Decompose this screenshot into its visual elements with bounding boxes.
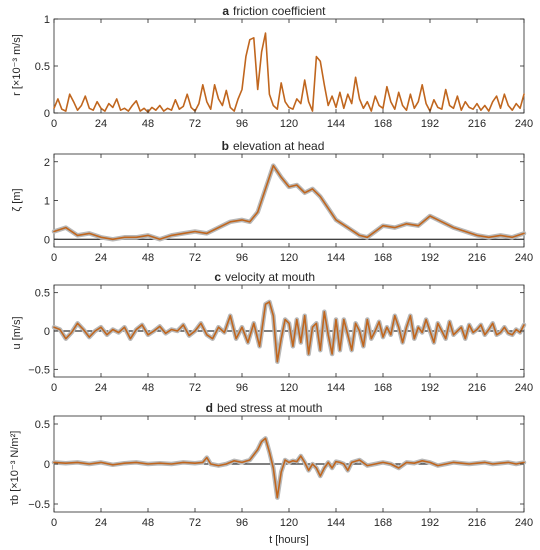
panel-c-xtick-label: 24 (95, 382, 107, 394)
panel-b: b elevation at head ζ [m] 0 24 48 72 96 120 14… (11, 139, 533, 264)
panel-a: a friction coefficient r [×10⁻³ m/s] 0 24… (11, 4, 533, 130)
panel-b-xtick-label: 216 (468, 252, 486, 264)
panel-a-ytick-label: 1 (44, 14, 50, 26)
panel-a-xticks: 0 24 48 72 96 120 144 168 192 216 240 (51, 19, 533, 130)
panel-b-xtick-label: 96 (236, 252, 248, 264)
panel-d-xtick-label: 72 (189, 517, 201, 529)
panel-a-xtick-label: 48 (142, 118, 154, 130)
x-axis-label: t [hours] (269, 534, 309, 546)
panel-a-xtick-label: 216 (468, 118, 486, 130)
panel-b-yticks: 0 1 2 (44, 157, 524, 246)
panel-d-xtick-label: 48 (142, 517, 154, 529)
panel-b-plot (51, 153, 527, 248)
panel-b-ytick-label: 2 (44, 157, 50, 169)
panel-a-series-line (53, 32, 525, 113)
panel-d-series-line (53, 437, 525, 499)
panel-a-ytick-label: 0 (44, 108, 50, 120)
panel-d-xtick-label: 240 (515, 517, 533, 529)
panel-a-xtick-label: 120 (280, 118, 298, 130)
panel-d-xtick-label: 120 (280, 517, 298, 529)
panel-d-ytick-label: −0.5 (28, 499, 50, 511)
panel-c-ylabel: u [m/s] (11, 316, 23, 349)
panel-c-ytick-label: 0 (44, 326, 50, 338)
panel-b-xtick-label: 48 (142, 252, 154, 264)
panel-a-xtick-label: 72 (189, 118, 201, 130)
panel-d-xtick-label: 192 (421, 517, 439, 529)
panel-c-plot (51, 284, 527, 378)
panel-d-observed-band (51, 436, 527, 500)
panel-b-xtick-label: 72 (189, 252, 201, 264)
panel-c-observed-band (51, 299, 527, 364)
panel-d-title: bed stress at mouth (217, 401, 322, 415)
panel-a-xtick-label: 96 (236, 118, 248, 130)
panel-c-xtick-label: 240 (515, 382, 533, 394)
panel-b-title: elevation at head (233, 139, 324, 153)
panel-a-xtick-label: 240 (515, 118, 533, 130)
panel-d-letter: d (206, 401, 213, 415)
panel-b-ylabel-group: ζ [m] (11, 188, 23, 211)
panel-d-ylabel: τb [×10⁻³ N/m²] (9, 431, 21, 506)
panel-a-ylabel-group: r [×10⁻³ m/s] (11, 34, 23, 96)
panel-c: c velocity at mouth u [m/s] 0 24 48 72 96 120… (11, 270, 533, 394)
panel-c-series-line (53, 301, 525, 363)
panel-d-xtick-label: 24 (95, 517, 107, 529)
panel-c-yticks: −0.5 0 0.5 (28, 288, 524, 376)
panel-d-ylabel-group: τb [×10⁻³ N/m²] (9, 431, 21, 506)
panel-b-xtick-label: 120 (280, 252, 298, 264)
panel-d-xtick-label: 168 (374, 517, 392, 529)
panel-b-ylabel: ζ [m] (11, 188, 23, 211)
panel-b-letter: b (222, 139, 229, 153)
panel-c-xtick-label: 48 (142, 382, 154, 394)
panel-a-xtick-label: 0 (51, 118, 57, 130)
panel-a-ytick-label: 0.5 (35, 61, 50, 73)
panel-d-yticks: −0.5 0 0.5 (28, 419, 524, 511)
panel-d-xtick-label: 96 (236, 517, 248, 529)
panel-d-xtick-label: 0 (51, 517, 57, 529)
panel-a-title: friction coefficient (233, 4, 326, 18)
panel-b-xticks: 0 24 48 72 96 120 144 168 192 216 240 (51, 154, 533, 264)
panel-b-xtick-label: 144 (327, 252, 345, 264)
panel-d-ytick-label: 0.5 (35, 419, 50, 431)
panel-d-xticks: 0 24 48 72 96 120 144 168 192 216 240 (51, 416, 533, 529)
panel-c-xtick-label: 72 (189, 382, 201, 394)
panel-d: d bed stress at mouth τb [×10⁻³ N/m²] 0 2… (9, 401, 533, 529)
panel-a-axes-box (53, 18, 525, 114)
panel-b-axes-box (53, 153, 525, 248)
panel-b-xtick-label: 168 (374, 252, 392, 264)
panel-c-xtick-label: 144 (327, 382, 345, 394)
panel-c-xticks: 0 24 48 72 96 120 144 168 192 216 240 (51, 285, 533, 394)
panel-a-yticks: 00.51 (35, 14, 524, 120)
panel-b-xtick-label: 0 (51, 252, 57, 264)
panel-b-ytick-label: 1 (44, 196, 50, 208)
panel-c-xtick-label: 192 (421, 382, 439, 394)
panel-c-ylabel-group: u [m/s] (11, 316, 23, 349)
panel-c-xtick-label: 96 (236, 382, 248, 394)
panel-a-xtick-label: 24 (95, 118, 107, 130)
panel-b-xtick-label: 240 (515, 252, 533, 264)
panel-a-ylabel: r [×10⁻³ m/s] (11, 34, 23, 96)
panel-d-plot (51, 415, 527, 513)
panel-c-xtick-label: 0 (51, 382, 57, 394)
panel-c-xtick-label: 168 (374, 382, 392, 394)
panel-c-xtick-label: 120 (280, 382, 298, 394)
panel-a-xtick-label: 168 (374, 118, 392, 130)
panel-a-xtick-label: 192 (421, 118, 439, 130)
panel-b-xtick-label: 192 (421, 252, 439, 264)
panel-d-xtick-label: 216 (468, 517, 486, 529)
panel-c-xtick-label: 216 (468, 382, 486, 394)
panel-a-letter: a (222, 4, 229, 18)
panel-c-letter: c (214, 270, 221, 284)
panel-a-xtick-label: 144 (327, 118, 345, 130)
panel-d-xtick-label: 144 (327, 517, 345, 529)
panel-c-ytick-label: −0.5 (28, 364, 50, 376)
panel-c-ytick-label: 0.5 (35, 288, 50, 300)
panel-a-plot (53, 18, 525, 114)
panel-d-ytick-label: 0 (44, 459, 50, 471)
panel-b-series-line (53, 164, 525, 241)
panel-c-title: velocity at mouth (225, 270, 315, 284)
panel-b-ytick-label: 0 (44, 234, 50, 246)
panel-b-xtick-label: 24 (95, 252, 107, 264)
